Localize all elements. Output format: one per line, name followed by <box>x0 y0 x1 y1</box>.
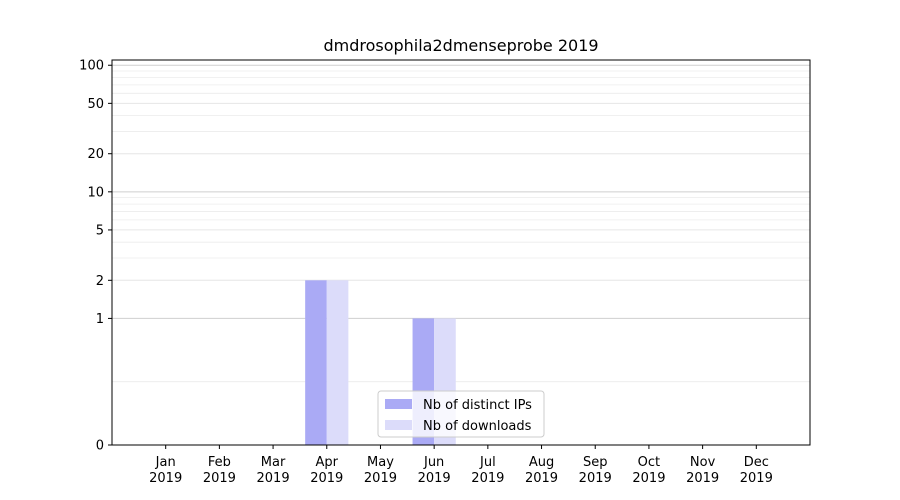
x-axis: Jan 2019 Feb 2019 Mar 2019 Apr 2019 May 2019 Jun 20… <box>149 445 773 486</box>
y-tick-label: 5 <box>96 223 104 238</box>
legend-swatch <box>385 399 412 409</box>
legend-swatch <box>385 420 412 430</box>
y-tick-label: 50 <box>87 97 104 112</box>
y-tick-label: 2 <box>96 274 104 289</box>
y-axis: 0 1 2 5 10 20 50 100 <box>79 59 112 454</box>
legend-label: Nb of downloads <box>423 419 532 434</box>
y-tick-label: 1 <box>96 312 104 327</box>
plot-frame <box>111 59 811 446</box>
x-tick-label: Nov 2019 <box>686 455 719 486</box>
x-tick-label: Jul 2019 <box>471 455 504 486</box>
bar-downloads <box>326 280 349 445</box>
x-tick-label: Sep 2019 <box>579 455 612 486</box>
x-tick-label: Jan 2019 <box>149 455 182 486</box>
x-tick-label: Aug 2019 <box>525 455 558 486</box>
legend-label: Nb of distinct IPs <box>423 398 532 413</box>
y-tick-label: 100 <box>79 59 104 74</box>
x-tick-label: Feb 2019 <box>203 455 236 486</box>
chart-title: dmdrosophila2dmenseprobe 2019 <box>323 36 598 55</box>
y-tick-label: 10 <box>87 185 104 200</box>
x-tick-label: Mar 2019 <box>257 455 290 486</box>
x-tick-label: Oct 2019 <box>632 455 665 486</box>
y-tick-label: 20 <box>87 147 104 162</box>
x-tick-label: Dec 2019 <box>740 455 773 486</box>
x-tick-label: Apr 2019 <box>310 455 343 486</box>
x-tick-label: Jun 2019 <box>418 455 451 486</box>
grid <box>112 64 810 446</box>
legend-box <box>377 390 545 438</box>
legend: Nb of distinct IPs Nb of downloads <box>377 390 545 438</box>
bar-distinct-ips <box>305 280 327 445</box>
y-tick-label: 0 <box>96 439 104 454</box>
x-tick-label: May 2019 <box>364 455 397 486</box>
